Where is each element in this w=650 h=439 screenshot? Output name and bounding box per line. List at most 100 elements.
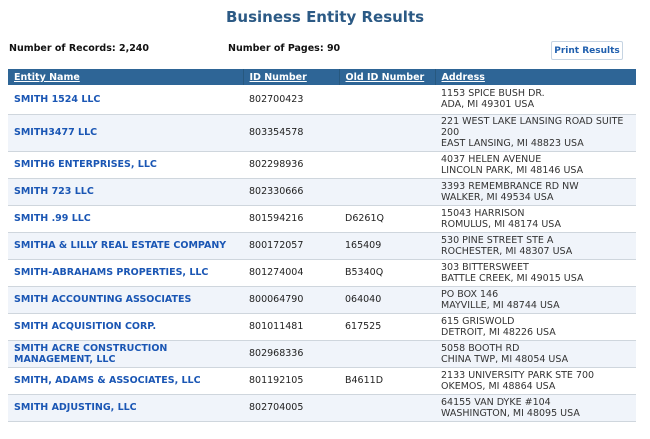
entity-name-cell: SMITH ACQUISITION CORP. [8,313,243,341]
table-row: SMITH .99 LLC 801594216 D6261Q 15043 HARRIS… [8,205,636,233]
column-header-address[interactable]: Address [434,69,636,85]
old-id-number-cell [339,178,435,206]
id-number-cell: 802968336 [243,340,339,368]
address-cell: PO BOX 146 MAYVILLE, MI 48744 USA [435,286,636,314]
entity-name-cell: SMITH3477 LLC [8,114,243,152]
address-line: 303 BITTERSWEET [441,261,529,273]
address-cell: 530 PINE STREET STE A ROCHESTER, MI 48307… [435,232,636,260]
id-number-cell: 801274004 [243,259,339,287]
address-line: PO BOX 146 [441,288,499,300]
old-id-number-cell [339,114,435,152]
address-line: 5058 BOOTH RD [441,342,520,354]
address-line: 15043 HARRISON [441,207,525,219]
entity-name-link[interactable]: SMITH, ADAMS & ASSOCIATES, LLC [14,375,201,386]
id-number-cell: 802704005 [243,394,339,422]
entity-name-link[interactable]: SMITHA & LILLY REAL ESTATE COMPANY [14,240,227,251]
address-line: WASHINGTON, MI 48095 USA [441,407,580,419]
table-header-row: Entity Name ID Number Old ID Number Addr… [8,69,636,85]
results-table: Entity Name ID Number Old ID Number Addr… [8,69,636,422]
table-row: SMITH, ADAMS & ASSOCIATES, LLC 801192105 B… [8,367,636,395]
id-number-cell: 800172057 [243,232,339,260]
old-id-number-cell: 064040 [339,286,435,314]
address-line: 1153 SPICE BUSH DR. [441,88,545,100]
address-cell: 2133 UNIVERSITY PARK STE 700 OKEMOS, MI 4… [435,367,636,395]
sort-link-entity-name[interactable]: Entity Name [14,71,80,83]
sort-link-old-id-number[interactable]: Old ID Number [345,71,425,83]
address-line: 2133 UNIVERSITY PARK STE 700 [441,369,595,381]
old-id-number-cell [339,151,435,179]
table-row: SMITH ACQUISITION CORP. 801011481 617525 61… [8,313,636,341]
address-line: MAYVILLE, MI 48744 USA [441,299,560,311]
entity-name-cell: SMITH, ADAMS & ASSOCIATES, LLC [8,367,243,395]
table-row: SMITH-ABRAHAMS PROPERTIES, LLC 801274004 B… [8,259,636,287]
id-number-cell: 801192105 [243,367,339,395]
entity-name-cell: SMITH .99 LLC [8,205,243,233]
old-id-number-cell: 165409 [339,232,435,260]
id-number-cell: 801011481 [243,313,339,341]
address-cell: 1153 SPICE BUSH DR. ADA, MI 49301 USA [435,85,636,115]
old-id-number-cell: D6261Q [339,205,435,233]
entity-name-cell: SMITH ADJUSTING, LLC [8,394,243,422]
id-number-cell: 800064790 [243,286,339,314]
print-results-button[interactable]: Print Results [551,41,623,60]
sort-link-address[interactable]: Address [441,71,485,83]
table-row: SMITH6 ENTERPRISES, LLC 802298936 4037 HEL… [8,151,636,179]
address-line: 3393 REMEMBRANCE RD NW [441,180,579,192]
address-line: 4037 HELEN AVENUE [441,153,542,165]
entity-name-cell: SMITH ACCOUNTING ASSOCIATES [8,286,243,314]
old-id-number-cell [339,340,435,368]
entity-name-link[interactable]: SMITH 1524 LLC [14,93,101,105]
table-row: SMITH 1524 LLC 802700423 1153 SPICE BUSH D… [8,85,636,115]
column-header-id-number[interactable]: ID Number [242,69,339,85]
entity-name-cell: SMITH 723 LLC [8,178,243,206]
address-cell: 3393 REMEMBRANCE RD NW WALKER, MI 49534 U… [435,178,636,206]
entity-name-link[interactable]: SMITH ACRE CONSTRUCTION MANAGEMENT, LLC [14,342,168,365]
entity-name-link[interactable]: SMITH ACQUISITION CORP. [14,321,157,332]
entity-name-cell: SMITH6 ENTERPRISES, LLC [8,151,243,179]
address-cell: 4037 HELEN AVENUE LINCOLN PARK, MI 48146 … [435,151,636,179]
address-line: 615 GRISWOLD [441,315,515,327]
address-line: ADA, MI 49301 USA [441,99,535,111]
address-cell: 221 WEST LAKE LANSING ROAD SUITE 200 EAST… [435,114,636,152]
address-line: 64155 VAN DYKE #104 [441,396,551,408]
old-id-number-cell: B4611D [339,367,435,395]
address-line: 221 WEST LAKE LANSING ROAD SUITE 200 [441,116,624,138]
entity-name-link[interactable]: SMITH3477 LLC [14,127,98,138]
sort-link-id-number[interactable]: ID Number [249,71,307,83]
column-header-entity-name[interactable]: Entity Name [8,69,243,85]
entity-name-cell: SMITH 1524 LLC [8,85,243,115]
id-number-cell: 802330666 [243,178,339,206]
id-number-cell: 802298936 [243,151,339,179]
old-id-number-cell [339,85,435,115]
address-line: ROCHESTER, MI 48307 USA [441,245,573,257]
table-row: SMITH ACRE CONSTRUCTION MANAGEMENT, LLC 8… [8,340,636,368]
entity-name-cell: SMITH-ABRAHAMS PROPERTIES, LLC [8,259,243,287]
address-cell: 615 GRISWOLD DETROIT, MI 48226 USA [435,313,636,341]
record-count: Number of Records: 2,240 [9,43,150,54]
table-row: SMITH 723 LLC 802330666 3393 REMEMBRANCE R… [8,178,636,206]
entity-name-link[interactable]: SMITH ADJUSTING, LLC [14,402,137,413]
address-line: EAST LANSING, MI 48823 USA [441,138,584,149]
page-count: Number of Pages: 90 [228,43,341,54]
entity-name-link[interactable]: SMITH6 ENTERPRISES, LLC [14,159,157,170]
address-line: BATTLE CREEK, MI 49015 USA [441,272,584,284]
entity-name-link[interactable]: SMITH 723 LLC [14,186,94,197]
address-cell: 303 BITTERSWEET BATTLE CREEK, MI 49015 US… [435,259,636,287]
old-id-number-cell: B5340Q [339,259,435,287]
entity-name-link[interactable]: SMITH-ABRAHAMS PROPERTIES, LLC [14,267,209,278]
address-line: CHINA TWP, MI 48054 USA [441,353,569,365]
address-line: DETROIT, MI 48226 USA [441,326,556,338]
address-line: 530 PINE STREET STE A [441,234,554,246]
address-line: WALKER, MI 49534 USA [441,191,554,203]
entity-name-link[interactable]: SMITH ACCOUNTING ASSOCIATES [14,294,192,305]
table-row: SMITH ADJUSTING, LLC 802704005 64155 VAN D… [8,394,636,422]
entity-name-link[interactable]: SMITH .99 LLC [14,213,91,224]
entity-name-cell: SMITH ACRE CONSTRUCTION MANAGEMENT, LLC [8,340,243,368]
table-row: SMITH3477 LLC 803354578 221 WEST LAKE LANS… [8,114,636,152]
table-row: SMITHA & LILLY REAL ESTATE COMPANY 800172… [8,232,636,260]
address-line: LINCOLN PARK, MI 48146 USA [441,164,584,176]
id-number-cell: 803354578 [243,114,339,152]
address-line: ROMULUS, MI 48174 USA [441,218,561,230]
entity-name-cell: SMITHA & LILLY REAL ESTATE COMPANY [8,232,243,260]
column-header-old-id-number[interactable]: Old ID Number [338,69,435,85]
